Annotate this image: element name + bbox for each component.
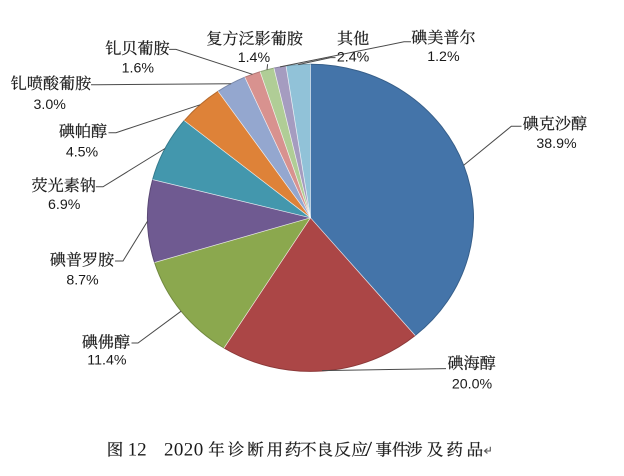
- svg-text:4.5%: 4.5%: [66, 145, 99, 161]
- svg-text:20.0%: 20.0%: [452, 377, 493, 393]
- svg-text:6.9%: 6.9%: [48, 197, 81, 213]
- svg-text:38.9%: 38.9%: [536, 136, 577, 152]
- svg-text:1.2%: 1.2%: [427, 49, 460, 65]
- svg-text:2020: 2020: [164, 439, 204, 460]
- svg-text:2.4%: 2.4%: [337, 50, 370, 66]
- svg-text:8.7%: 8.7%: [66, 273, 99, 289]
- svg-text:12: 12: [128, 439, 147, 460]
- svg-text:1.6%: 1.6%: [122, 61, 155, 77]
- svg-text:11.4%: 11.4%: [87, 353, 127, 369]
- svg-text:1.4%: 1.4%: [238, 50, 271, 66]
- svg-text:3.0%: 3.0%: [34, 97, 67, 113]
